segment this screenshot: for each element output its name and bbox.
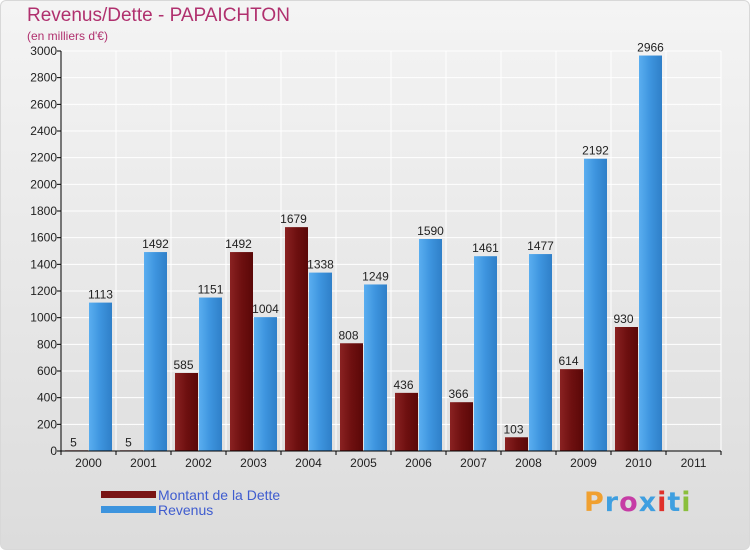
- x-tick-label: 2003: [240, 456, 267, 470]
- logo-letter: t: [667, 487, 682, 518]
- revenue-bar: [474, 256, 497, 451]
- chart-subtitle: (en milliers d'€): [27, 29, 108, 43]
- y-tick-label: 400: [37, 391, 57, 405]
- x-tick-label: 2011: [681, 456, 707, 470]
- revenue-value-label: 1249: [362, 269, 389, 283]
- revenue-bar: [364, 284, 387, 451]
- revenue-value-label: 1338: [307, 258, 334, 272]
- revenue-bar: [584, 158, 607, 451]
- revenue-bar: [89, 302, 112, 451]
- x-tick-label: 2004: [295, 456, 322, 470]
- logo-letter: i: [657, 487, 668, 518]
- revenue-value-label: 1492: [142, 237, 169, 251]
- y-tick-label: 200: [37, 417, 57, 431]
- x-tick-label: 2002: [185, 456, 212, 470]
- revenue-bar: [144, 252, 167, 451]
- revenue-value-label: 2966: [637, 41, 664, 55]
- debt-value-label: 930: [613, 312, 633, 326]
- debt-value-label: 366: [448, 387, 468, 401]
- debt-bar: [615, 327, 638, 451]
- legend-label-revenue: Revenus: [158, 501, 214, 518]
- proxiti-logo: Proxiti: [584, 487, 692, 518]
- logo-letter: r: [604, 487, 620, 518]
- logo-letter: i: [681, 487, 692, 518]
- revenue-value-label: 1113: [88, 288, 113, 302]
- y-tick-label: 1400: [30, 257, 57, 271]
- legend-item-debt: Montant de la Dette: [101, 486, 281, 503]
- legend: Montant de la Dette Revenus: [101, 486, 281, 518]
- debt-value-label: 103: [503, 422, 523, 436]
- debt-value-label: 436: [393, 378, 413, 392]
- x-tick-label: 2008: [515, 456, 542, 470]
- y-tick-label: 800: [37, 337, 57, 351]
- chart-title: Revenus/Dette - PAPAICHTON: [27, 5, 290, 26]
- y-tick-label: 3000: [30, 44, 57, 58]
- revenue-value-label: 1151: [198, 283, 224, 297]
- revenue-bar: [309, 272, 332, 451]
- revenue-value-label: 2192: [582, 144, 609, 158]
- value-labels: 5 1113 5 1492 585 1151 1492 1004 1679 1338 808 1249…: [70, 41, 664, 450]
- revenue-value-label: 1004: [252, 302, 279, 316]
- debt-bar: [230, 252, 253, 451]
- logo-letter: P: [584, 487, 605, 518]
- debt-value-label: 808: [338, 328, 358, 342]
- bars: [65, 55, 662, 452]
- revenue-bar: [199, 297, 222, 451]
- y-tick-label: 0: [50, 444, 57, 458]
- debt-bar: [450, 402, 473, 451]
- debt-value-label: 614: [558, 354, 578, 368]
- debt-value-label: 1679: [280, 212, 307, 226]
- debt-value-label: 1492: [225, 237, 252, 251]
- y-tick-label: 2400: [30, 124, 57, 138]
- y-tick-label: 2800: [30, 71, 57, 85]
- revenue-bar: [254, 317, 277, 451]
- revenue-bar: [529, 254, 552, 451]
- legend-label-debt: Montant de la Dette: [158, 486, 281, 503]
- y-tick-label: 1800: [30, 204, 57, 218]
- x-tick-label: 2007: [460, 456, 487, 470]
- x-tick-label: 2009: [570, 456, 597, 470]
- grid-lines: [60, 50, 722, 452]
- revenue-value-label: 1461: [472, 241, 499, 255]
- revenue-bar: [419, 239, 442, 451]
- y-tick-label: 600: [37, 364, 57, 378]
- y-tick-label: 2600: [30, 97, 57, 111]
- x-tick-label: 2001: [130, 456, 157, 470]
- legend-swatch-debt: [101, 491, 156, 498]
- debt-bar: [560, 369, 583, 451]
- y-tick-label: 1000: [30, 311, 57, 325]
- y-tick-label: 2200: [30, 151, 57, 165]
- legend-item-revenue: Revenus: [101, 501, 280, 518]
- y-tick-label: 1200: [30, 284, 57, 298]
- debt-bar: [175, 373, 198, 451]
- debt-value-label: 585: [173, 358, 193, 372]
- revenue-value-label: 1477: [527, 239, 554, 253]
- x-tick-label: 2010: [625, 456, 652, 470]
- y-tick-label: 1600: [30, 231, 57, 245]
- y-tick-label: 2000: [30, 177, 57, 191]
- debt-value-label: 5: [125, 435, 132, 449]
- debt-bar: [285, 227, 308, 451]
- debt-value-label: 5: [70, 435, 77, 449]
- x-tick-label: 2005: [350, 456, 377, 470]
- legend-swatch-revenue: [101, 506, 156, 513]
- revenue-value-label: 1590: [417, 224, 444, 238]
- x-tick-label: 2000: [75, 456, 102, 470]
- revenue-bar: [639, 55, 662, 452]
- debt-bar: [395, 392, 418, 451]
- axes: 0 200 400 600 800 1000 1200 1400 1600 1800 2000 220…: [30, 44, 722, 470]
- logo-letter: o: [619, 487, 639, 518]
- debt-bar: [505, 437, 528, 451]
- x-tick-label: 2006: [405, 456, 432, 470]
- logo-letter: x: [638, 487, 658, 518]
- debt-bar: [340, 343, 363, 451]
